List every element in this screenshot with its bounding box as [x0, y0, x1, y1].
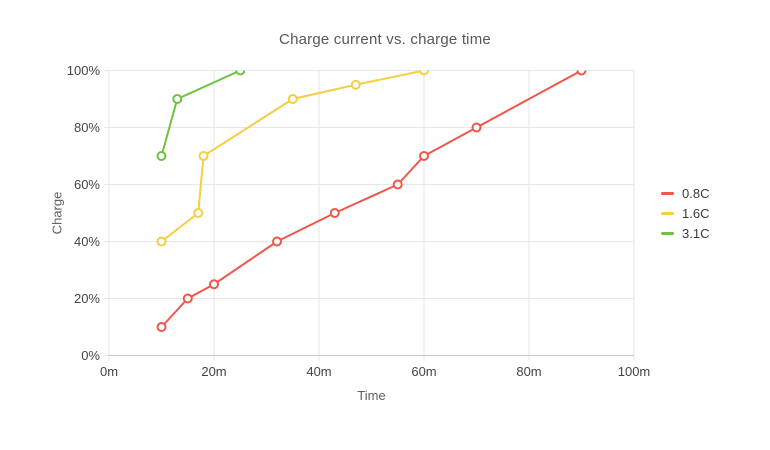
- data-point: [198, 151, 209, 161]
- data-point: [156, 322, 167, 332]
- data-point: [235, 70, 246, 76]
- legend: 0.8C 1.6C 3.1C: [661, 183, 709, 243]
- series-group: [156, 70, 587, 332]
- data-point: [419, 70, 429, 76]
- data-point: [392, 179, 403, 190]
- data-point: [182, 293, 193, 304]
- series-3.1C: [156, 70, 246, 161]
- data-point: [156, 151, 167, 161]
- data-point: [156, 236, 167, 247]
- x-axis-title: Time: [357, 388, 386, 403]
- legend-label: 3.1C: [682, 225, 710, 241]
- legend-label: 0.8C: [682, 185, 710, 201]
- legend-swatch: [661, 231, 674, 235]
- legend-item-1.6C: 1.6C: [661, 203, 709, 223]
- chart-title: Charge current vs. charge time: [279, 31, 491, 48]
- x-tick-label: 100m: [618, 364, 651, 379]
- x-tick-label: 20m: [201, 364, 226, 379]
- series-0.8C: [156, 70, 587, 332]
- legend-label: 1.6C: [682, 205, 710, 221]
- legend-item-3.1C: 3.1C: [661, 223, 709, 243]
- y-tick-label: 60%: [74, 177, 100, 192]
- data-point: [272, 236, 282, 247]
- series-line: [160, 70, 425, 243]
- data-point: [287, 94, 298, 104]
- y-tick-label: 100%: [67, 63, 101, 78]
- x-tick-label: 40m: [306, 364, 331, 379]
- tick-labels: 0m 20m 40m 60m 80m 100m 0% 20% 40% 60% 80% 100%: [67, 63, 651, 379]
- legend-swatch: [661, 191, 674, 195]
- y-tick-label: 20%: [74, 291, 100, 306]
- data-point: [576, 70, 587, 76]
- y-tick-label: 40%: [74, 234, 100, 249]
- series-line: [160, 70, 583, 328]
- series-1.6C: [156, 70, 429, 247]
- data-point: [419, 151, 429, 161]
- data-point: [172, 94, 183, 104]
- data-point: [350, 79, 361, 90]
- gridlines: [104, 70, 635, 361]
- legend-swatch: [661, 211, 674, 215]
- data-point: [471, 122, 482, 133]
- x-tick-label: 80m: [516, 364, 541, 379]
- series-line: [160, 70, 242, 157]
- x-tick-label: 60m: [411, 364, 436, 379]
- legend-item-0.8C: 0.8C: [661, 183, 709, 203]
- y-tick-label: 80%: [74, 120, 100, 135]
- y-axis-title: Charge: [49, 191, 65, 235]
- data-point: [193, 208, 204, 218]
- data-point: [329, 208, 340, 218]
- data-point: [209, 279, 219, 290]
- y-tick-label: 0%: [81, 348, 100, 363]
- x-tick-label: 0m: [100, 364, 118, 379]
